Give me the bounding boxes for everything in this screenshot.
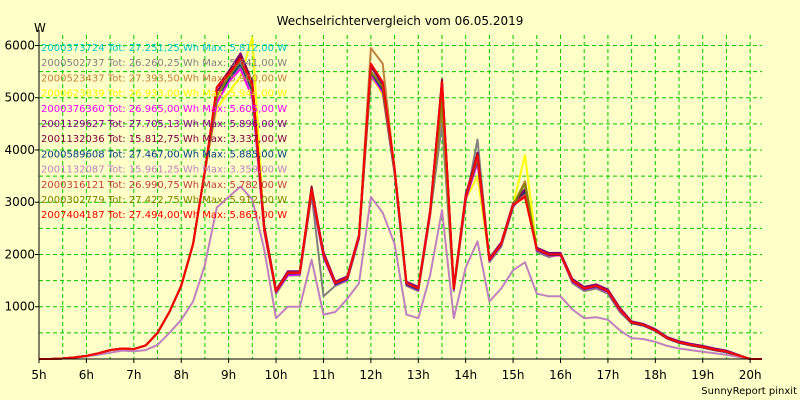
legend-entry-2001132087: 2001132087 Tot: 15.961,25 Wh Max: 3.359,… [41, 165, 287, 176]
x-tick-label: 19h [691, 368, 714, 382]
legend-entry-2000316121: 2000316121 Tot: 26.990,75 Wh Max: 5.782,… [41, 180, 287, 191]
x-tick-label: 12h [359, 368, 382, 382]
legend-entry-2007404187: 2007404187 Tot: 27.494,00 Wh Max: 5.863,… [41, 210, 287, 221]
x-tick-label: 18h [644, 368, 667, 382]
x-tick-label: 11h [312, 368, 335, 382]
x-tick-label: 14h [454, 368, 477, 382]
x-tick-label: 15h [502, 368, 525, 382]
grid-lines [38, 35, 762, 359]
x-tick-label: 7h [126, 368, 141, 382]
chart-title: Wechselrichtervergleich vom 06.05.2019 [277, 14, 524, 28]
x-tick-label: 13h [407, 368, 430, 382]
axes [38, 30, 762, 360]
legend-entry-2000623839: 2000623839 Tot: 26.933,00 Wh Max: 5.944,… [41, 89, 287, 100]
legend-entry-2000502737: 2000502737 Tot: 26.260,25 Wh Max: 5.641,… [41, 58, 287, 69]
legend-entry-2001132036: 2001132036 Tot: 15.812,75 Wh Max: 3.337,… [41, 134, 287, 145]
legend-entry-2000589608: 2000589608 Tot: 27.467,00 Wh Max: 5.885,… [41, 149, 287, 160]
y-tick-label: 2000 [4, 247, 35, 261]
credit-text: SunnyReport pinxit [701, 386, 797, 397]
y-tick-label: 5000 [4, 91, 35, 105]
legend-entry-2000523437: 2000523437 Tot: 27.393,50 Wh Max: 5.900,… [41, 73, 287, 84]
series-line-2001132036 [39, 54, 762, 360]
x-tick-label: 6h [79, 368, 94, 382]
x-tick-label: 9h [221, 368, 236, 382]
x-tick-label: 20h [739, 368, 762, 382]
x-tick-label: 17h [596, 368, 619, 382]
series-line-2007404187 [39, 57, 762, 360]
series-lines [39, 36, 762, 360]
legend-entry-2000302779: 2000302779 Tot: 27.422,75 Wh Max: 5.912,… [41, 195, 287, 206]
y-tick-label: 6000 [4, 38, 35, 52]
x-tick-label: 8h [174, 368, 189, 382]
y-tick-label: 3000 [4, 195, 35, 209]
legend: 2000373724 Tot: 27.251,25 Wh Max: 5.812,… [41, 43, 287, 221]
series-line-2001132087 [39, 185, 762, 360]
x-tick-label: 10h [265, 368, 288, 382]
y-tick-label: 4000 [4, 143, 35, 157]
x-tick-label: 5h [31, 368, 46, 382]
legend-entry-2000376360: 2000376360 Tot: 26.965,00 Wh Max: 5.605,… [41, 104, 287, 115]
x-tick-label: 16h [549, 368, 572, 382]
legend-entry-2000373724: 2000373724 Tot: 27.251,25 Wh Max: 5.812,… [41, 43, 287, 54]
y-axis-unit-label: W [34, 21, 46, 35]
legend-entry-2001129627: 2001129627 Tot: 27.705,13 Wh Max: 5.896,… [41, 119, 287, 130]
tick-labels: 1000 2000 3000 4000 5000 6000 5h 6h 7h 8h 9h 10h 11h… [4, 38, 761, 382]
y-tick-label: 1000 [4, 300, 35, 314]
